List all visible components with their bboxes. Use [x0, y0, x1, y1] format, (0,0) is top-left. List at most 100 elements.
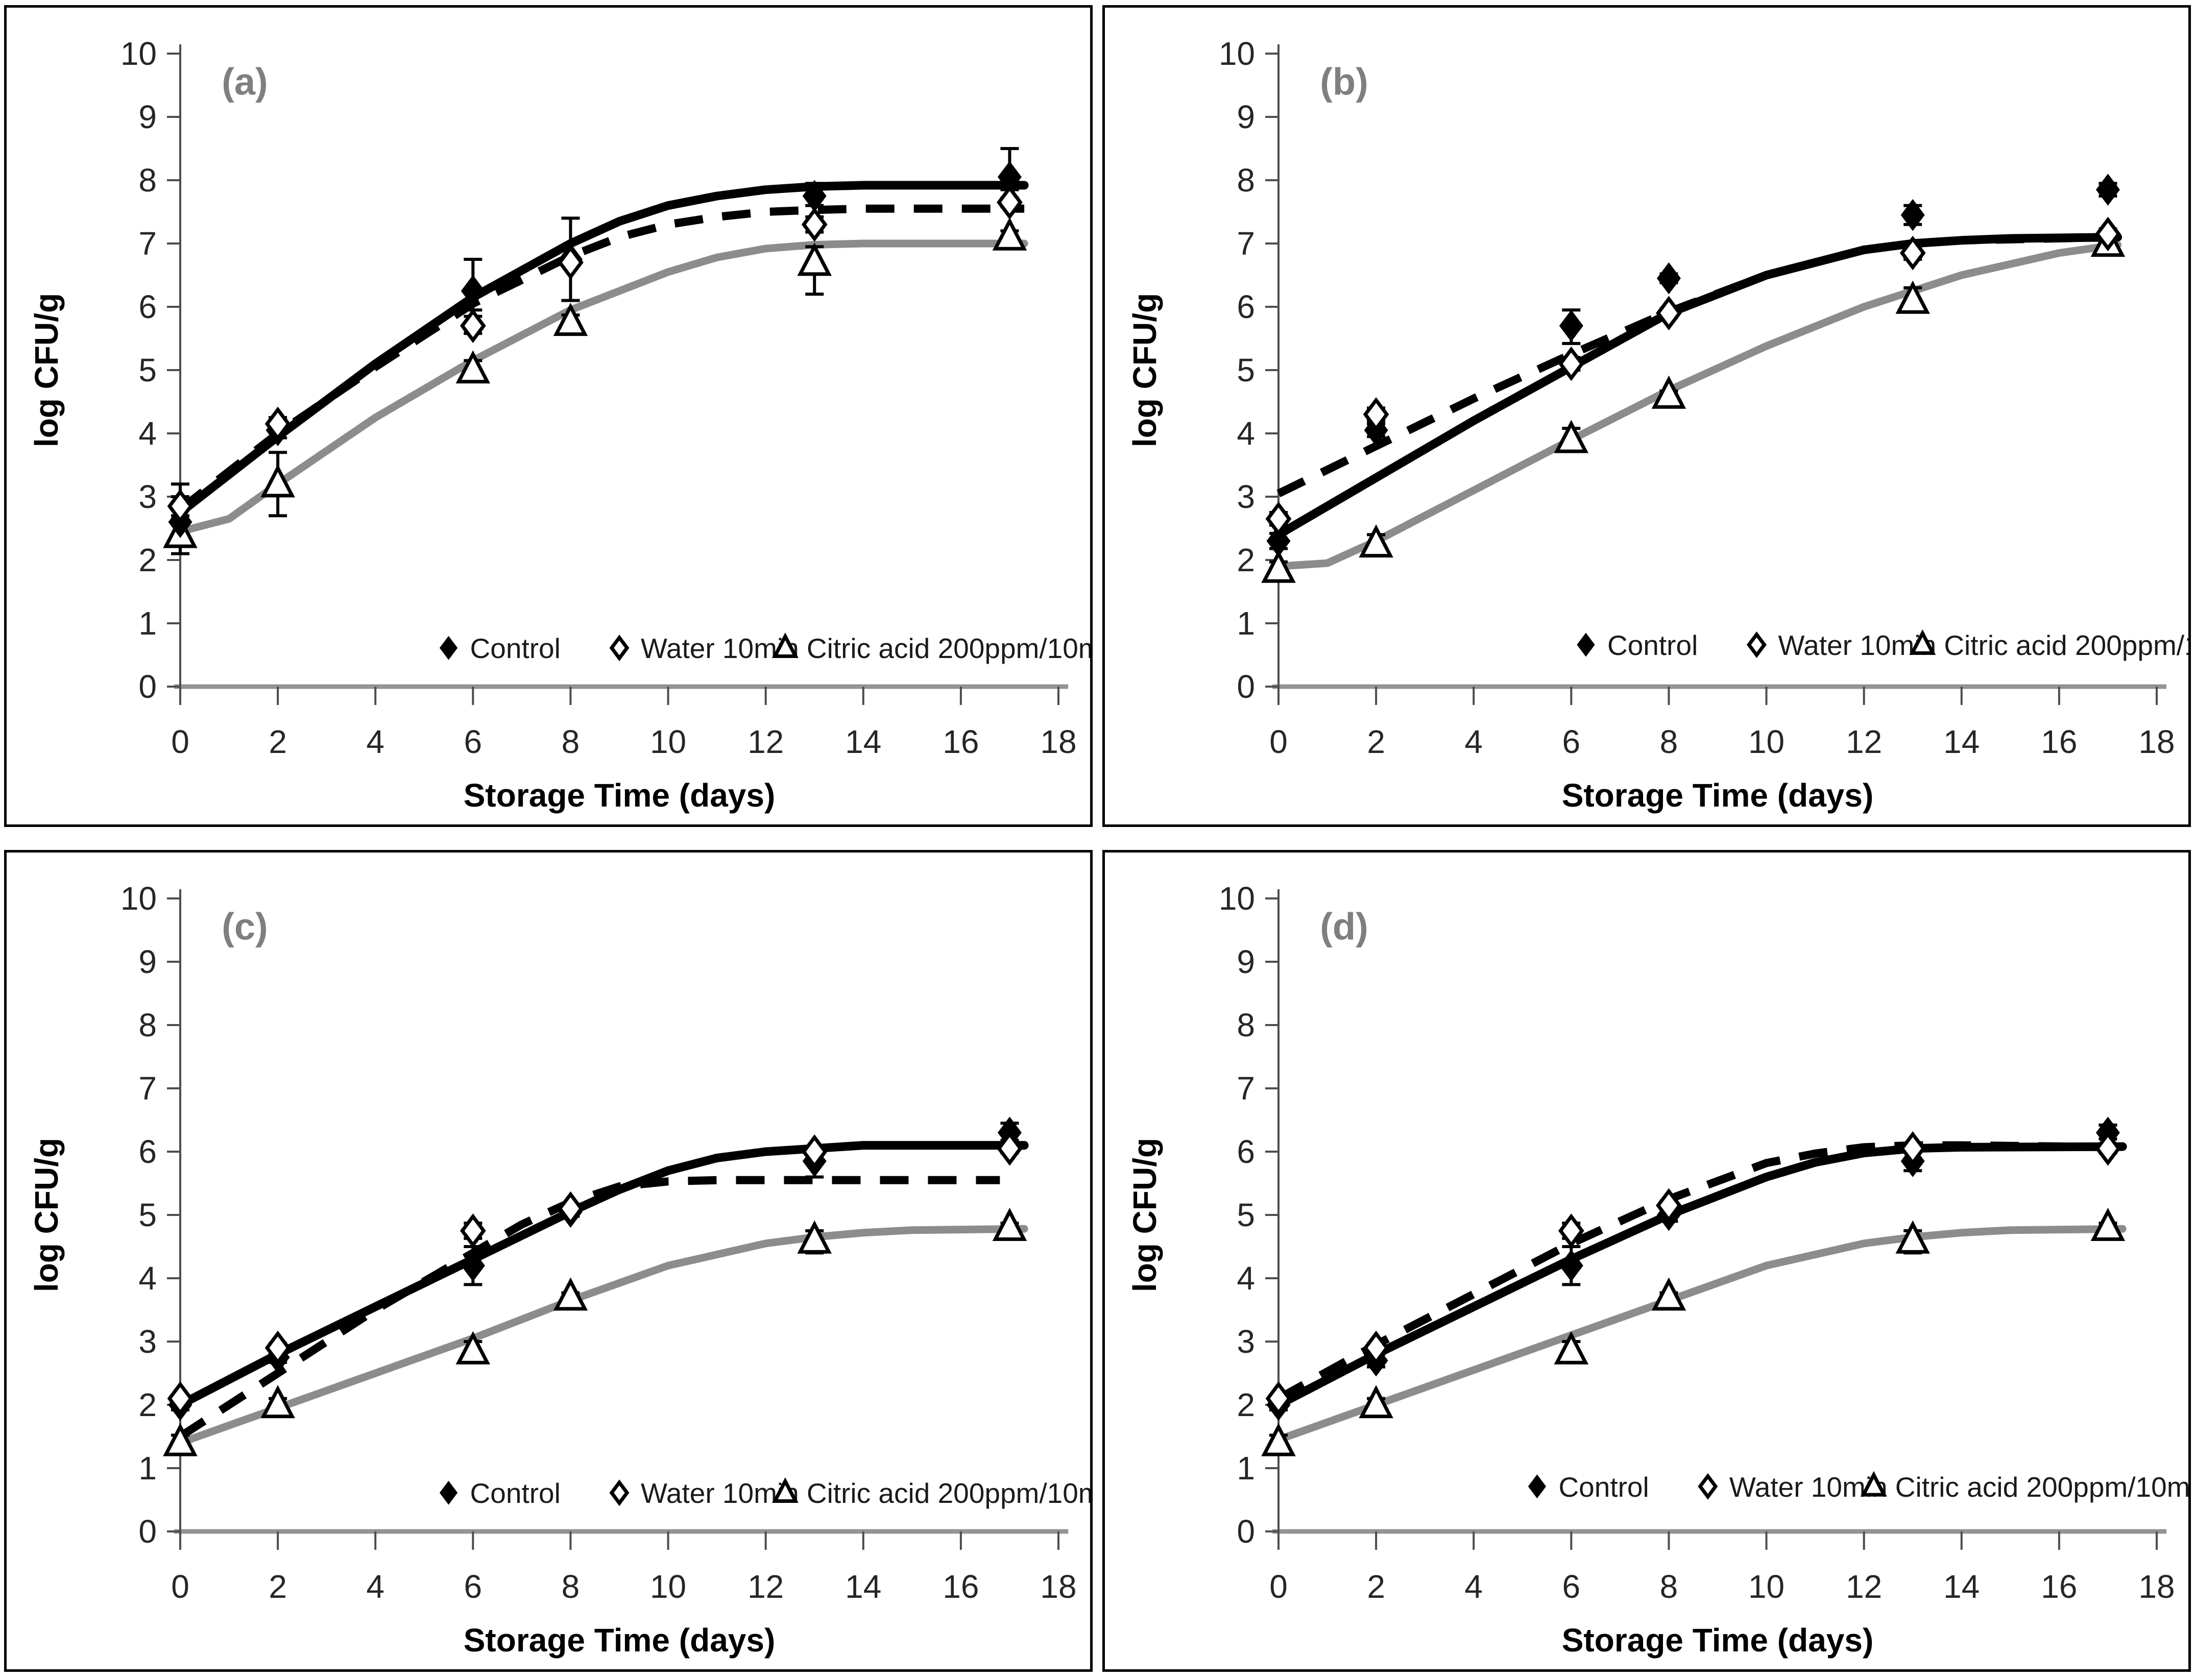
y-tick-label: 10	[1219, 35, 1255, 72]
fit-line-solid-gray	[176, 239, 1028, 535]
open-triangle-marker	[260, 464, 295, 498]
y-tick-label: 0	[138, 1513, 157, 1550]
y-tick-label: 0	[1237, 1513, 1255, 1550]
y-tick-label: 4	[1237, 415, 1255, 452]
open-diamond-marker	[1746, 631, 1767, 658]
y-axis-title: log CFU/g	[1126, 293, 1163, 447]
y-tick-label: 4	[1237, 1260, 1255, 1297]
x-tick-label: 6	[464, 1568, 483, 1605]
x-tick-label: 6	[1562, 1568, 1581, 1605]
y-tick-label: 5	[138, 1197, 157, 1233]
legend-label: Citric acid 200ppm/10min	[1944, 629, 2188, 661]
panel-b: 0 1 2 3 4 5 6 7 8 9 10 0 2 4 6 8 10 12 14 16 18 Storage Time …	[1102, 5, 2191, 827]
open-diamond-marker	[460, 1213, 486, 1248]
x-tick-label: 16	[2041, 723, 2077, 760]
y-tick-label: 2	[1237, 1386, 1255, 1423]
x-tick-label: 4	[366, 723, 384, 760]
x-tick-label: 2	[1367, 1568, 1385, 1605]
y-tick-label: 1	[138, 605, 157, 642]
open-triangle-marker	[797, 1220, 832, 1254]
open-diamond-marker	[801, 207, 828, 242]
fit-line-dashed-black	[1276, 1141, 2123, 1402]
y-tick-label: 1	[1237, 1450, 1255, 1487]
x-tick-label: 0	[1269, 723, 1288, 760]
panel-letter: (c)	[222, 906, 268, 948]
y-tick-label: 9	[1237, 943, 1255, 980]
y-tick-label: 2	[138, 1386, 157, 1423]
panel-letter: (b)	[1320, 61, 1368, 103]
y-tick-label: 3	[1237, 1323, 1255, 1360]
fit-line-solid-gray	[1274, 1225, 2127, 1444]
series-points-filled-diamond	[1266, 174, 2120, 557]
fit-line-solid-gray	[176, 1225, 1028, 1447]
x-tick-label: 12	[1846, 723, 1882, 760]
open-diamond-marker	[1656, 296, 1682, 331]
open-triangle-marker	[1261, 1423, 1296, 1456]
y-tick-label: 9	[138, 943, 157, 980]
panel-letter: (a)	[222, 61, 268, 103]
y-tick-label: 1	[1237, 605, 1255, 642]
open-triangle-marker	[992, 217, 1027, 251]
y-tick-label: 8	[138, 162, 157, 199]
series-points-open-diamond	[167, 185, 1023, 524]
y-tick-label: 6	[138, 288, 157, 325]
panel-letter: (d)	[1320, 906, 1368, 948]
legend-label: Citric acid 200ppm/10min	[1895, 1471, 2188, 1503]
x-axis-title: Storage Time (days)	[464, 777, 776, 814]
open-triangle-marker	[1261, 549, 1296, 583]
y-tick-label: 10	[120, 880, 157, 917]
open-diamond-marker	[997, 185, 1023, 220]
open-diamond-marker	[2095, 1131, 2121, 1166]
series-points-open-diamond	[167, 1131, 1023, 1416]
x-tick-label: 4	[1464, 1568, 1483, 1605]
x-tick-label: 6	[1562, 723, 1581, 760]
x-tick-label: 4	[366, 1568, 384, 1605]
y-tick-label: 10	[1219, 880, 1255, 917]
series-points-filled-diamond	[1266, 1116, 2120, 1421]
fit-line-solid-black	[176, 181, 1029, 517]
fit-line-dashed-black	[1276, 233, 2118, 497]
legend-item-3: Citric acid 200ppm/10min	[1909, 629, 2188, 661]
legend-item-2: Water 10min	[1746, 629, 1936, 661]
open-triangle-marker	[1359, 524, 1393, 558]
x-tick-label: 0	[1269, 1568, 1288, 1605]
x-axis-title: Storage Time (days)	[464, 1622, 776, 1659]
x-tick-label: 4	[1464, 723, 1483, 760]
filled-diamond-marker	[1528, 1474, 1547, 1499]
legend-item-1: Control	[439, 1477, 561, 1509]
open-triangle-marker	[1860, 1471, 1887, 1497]
x-tick-label: 8	[562, 1568, 580, 1605]
legend-label: Control	[470, 1477, 561, 1509]
y-tick-label: 7	[1237, 1070, 1255, 1107]
y-tick-label: 3	[138, 478, 157, 515]
open-diamond-marker	[801, 1134, 828, 1169]
x-tick-label: 10	[650, 1568, 686, 1605]
filled-diamond-marker	[439, 1480, 458, 1505]
y-tick-label: 8	[1237, 1007, 1255, 1043]
open-diamond-marker	[1698, 1473, 1718, 1500]
open-diamond-marker	[1899, 1131, 1926, 1166]
x-tick-label: 12	[1846, 1568, 1882, 1605]
y-tick-label: 3	[1237, 478, 1255, 515]
legend-item-2: Water 10min	[1698, 1471, 1888, 1503]
open-diamond-marker	[1265, 501, 1292, 537]
x-tick-label: 12	[747, 1568, 784, 1605]
open-diamond-marker	[460, 308, 486, 344]
filled-diamond-marker	[1656, 262, 1681, 295]
x-tick-label: 2	[1367, 723, 1385, 760]
open-diamond-marker	[609, 635, 630, 662]
legend-label: Water 10min	[641, 632, 799, 664]
open-triangle-marker	[1895, 280, 1930, 314]
x-axis-title: Storage Time (days)	[1562, 777, 1874, 814]
y-tick-label: 1	[138, 1450, 157, 1487]
open-triangle-marker	[1651, 375, 1686, 409]
fit-line-solid-black	[176, 1141, 1029, 1409]
legend-label: Water 10min	[641, 1477, 799, 1509]
x-tick-label: 0	[171, 1568, 189, 1605]
series-points-filled-diamond	[168, 161, 1022, 538]
fit-line-solid-black	[1274, 233, 2122, 539]
open-triangle-marker	[553, 1277, 588, 1311]
